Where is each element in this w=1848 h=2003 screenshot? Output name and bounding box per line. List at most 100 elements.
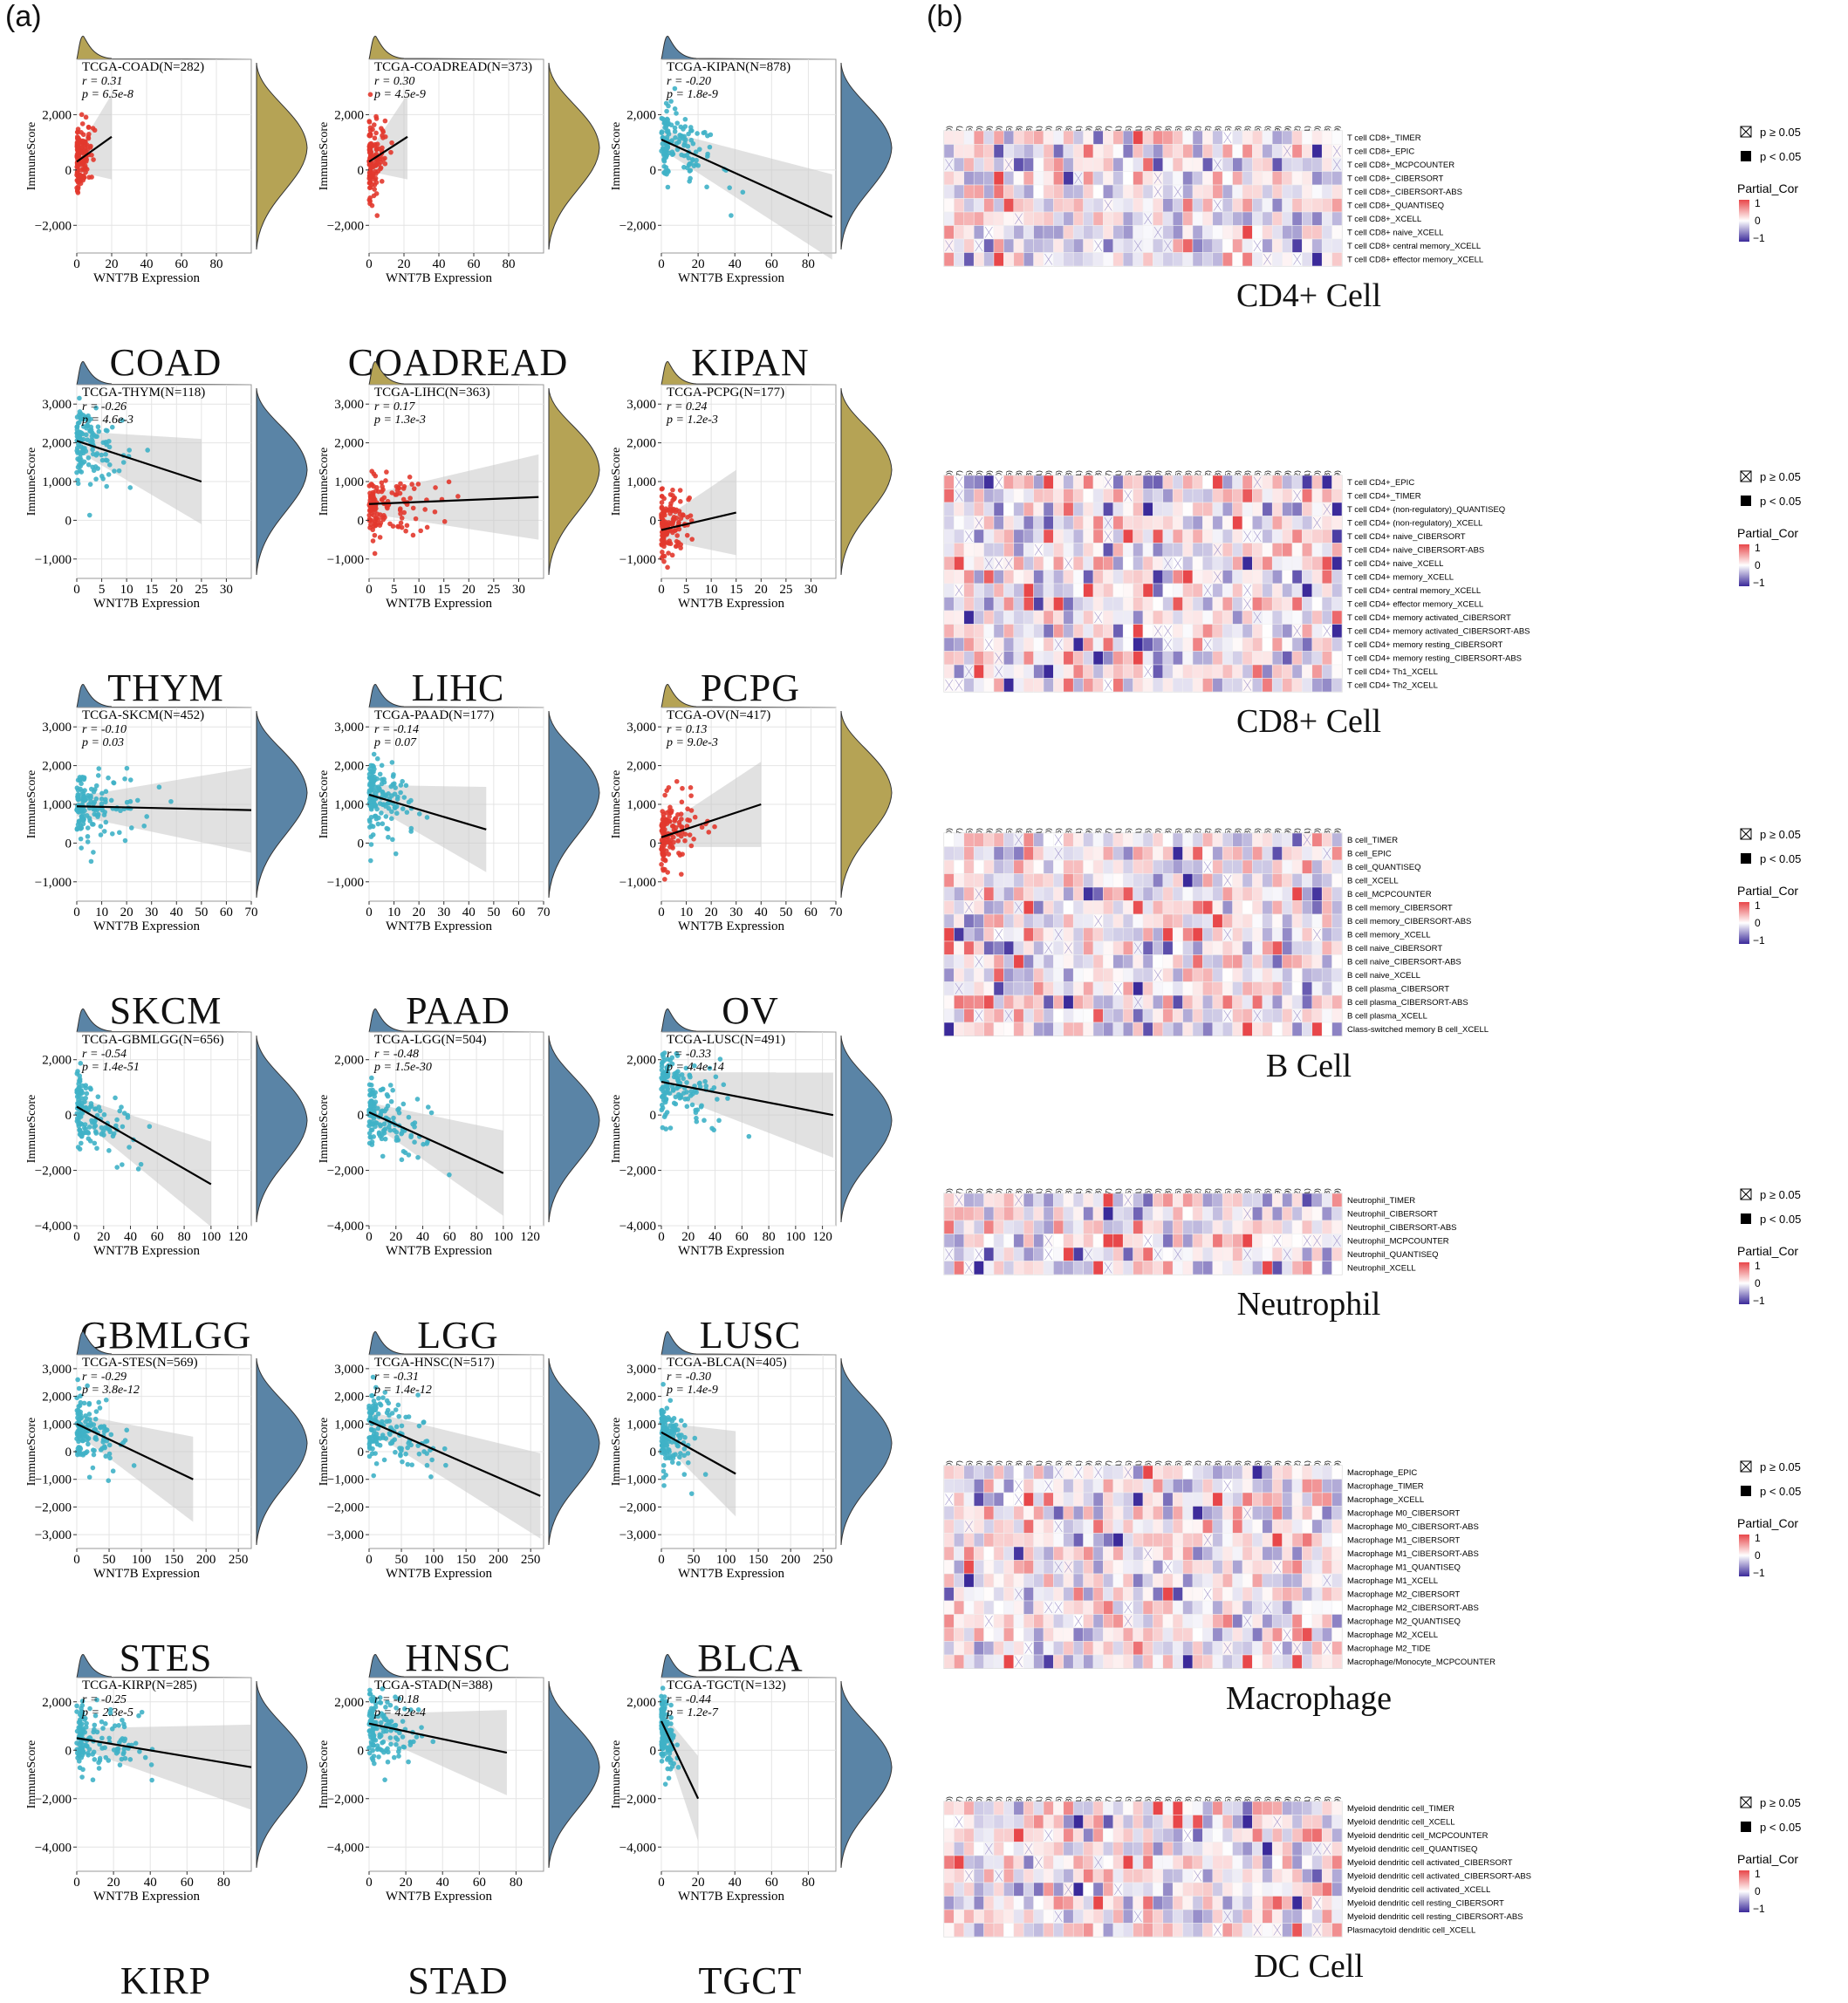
- heatmap-cell: [1123, 475, 1133, 489]
- heatmap-cell: [1014, 874, 1023, 888]
- heatmap-cell: [974, 874, 983, 888]
- heatmap-title: CD4+ Cell: [925, 277, 1693, 315]
- data-point: [379, 810, 384, 816]
- data-point: [106, 1758, 111, 1763]
- data-point: [688, 168, 693, 174]
- data-point: [92, 1118, 97, 1124]
- heatmap-cell: [1103, 847, 1112, 861]
- data-point: [96, 1400, 101, 1405]
- data-point: [143, 1755, 148, 1760]
- heatmap-cell: [954, 941, 963, 955]
- heatmap-cell: [954, 652, 963, 666]
- y-tick-label: 0: [650, 164, 657, 178]
- heatmap-cell: [984, 584, 994, 598]
- data-point: [405, 810, 410, 815]
- heatmap-cell: [1183, 598, 1193, 612]
- heatmap-cell: [1143, 847, 1153, 861]
- y-tick-label: 2,000: [42, 1054, 72, 1068]
- data-point: [367, 1435, 373, 1440]
- data-point: [374, 213, 380, 218]
- heatmap-cell: [1023, 131, 1033, 145]
- heatmap-cell: [1263, 638, 1272, 652]
- heatmap-cell: [1123, 502, 1133, 516]
- heatmap-cell: [1014, 611, 1023, 625]
- heatmap-cell: [1283, 928, 1292, 942]
- heatmap-cell: [1153, 611, 1162, 625]
- data-point: [407, 1152, 412, 1158]
- heatmap-cell: [1202, 847, 1212, 861]
- data-point: [79, 469, 84, 475]
- data-point: [370, 1142, 375, 1147]
- data-point: [411, 506, 416, 511]
- y-tick-label: 2,000: [626, 1054, 656, 1068]
- heatmap-cell: [1202, 185, 1212, 199]
- heatmap-cell: [1153, 489, 1162, 503]
- heatmap-cell: [1193, 611, 1202, 625]
- heatmap-cell: [984, 665, 994, 679]
- heatmap-cell: [1143, 239, 1153, 253]
- data-point: [412, 486, 417, 491]
- data-point: [664, 1405, 669, 1411]
- heatmap-cell: [1193, 239, 1202, 253]
- heatmap-cell: [1213, 253, 1222, 267]
- heatmap-cell: [1242, 901, 1252, 915]
- heatmap-cell: [1044, 679, 1053, 693]
- x-tick-label: 40: [433, 257, 446, 271]
- data-point: [674, 533, 680, 538]
- heatmap-cell: [1193, 860, 1202, 874]
- heatmap-cell: [1292, 833, 1302, 847]
- x-tick-label: 40: [416, 1230, 429, 1244]
- heatmap-cell: [1252, 131, 1262, 145]
- y-tick-label: 1,000: [42, 798, 72, 812]
- heatmap-cell: [1103, 185, 1112, 199]
- heatmap-cell: [1312, 914, 1322, 928]
- heatmap-cell: [964, 941, 974, 955]
- data-point: [111, 1468, 116, 1473]
- heatmap-cell: [1084, 253, 1093, 267]
- heatmap-cell: [1233, 530, 1242, 543]
- data-point: [118, 1762, 123, 1767]
- data-point: [394, 1135, 400, 1140]
- y-tick-label: 2,000: [334, 108, 364, 122]
- x-axis-title: WNT7B Expression: [386, 1244, 493, 1258]
- heatmap-cell: [974, 625, 983, 639]
- data-point: [99, 1736, 105, 1741]
- heatmap-cell: [984, 253, 994, 267]
- heatmap-cell: [1233, 253, 1242, 267]
- data-point: [670, 1460, 675, 1465]
- x-tick-label: 50: [395, 1553, 408, 1567]
- heatmap-cell: [1193, 543, 1202, 557]
- x-tick-label: 60: [468, 257, 481, 271]
- heatmap-cell: [1193, 489, 1202, 503]
- heatmap-cell: [1283, 131, 1292, 145]
- heatmap-cell: [1044, 914, 1053, 928]
- data-point: [92, 1757, 97, 1762]
- heatmap-cell: [1242, 239, 1252, 253]
- data-point: [369, 1076, 374, 1081]
- y-tick-label: −1,000: [35, 553, 72, 567]
- data-point: [368, 494, 373, 499]
- heatmap-cell: [1302, 239, 1311, 253]
- data-point: [95, 451, 100, 456]
- heatmap-cell: [1183, 584, 1193, 598]
- data-point: [380, 179, 385, 184]
- heatmap-cell: [1283, 158, 1292, 172]
- x-tick-label: 20: [97, 1230, 110, 1244]
- y-tick-label: −1,000: [619, 876, 656, 890]
- heatmap-cell: [1073, 516, 1083, 530]
- heatmap-cell: [1123, 914, 1133, 928]
- heatmap-cell: [1073, 847, 1083, 861]
- heatmap-cell: [1073, 914, 1083, 928]
- data-point: [374, 147, 380, 153]
- data-point: [103, 797, 108, 803]
- heatmap-cell: [1222, 145, 1232, 159]
- x-axis-title: WNT7B Expression: [678, 597, 785, 611]
- heatmap-cell: [1143, 199, 1153, 213]
- data-point: [373, 551, 378, 557]
- heatmap-cell: [974, 833, 983, 847]
- heatmap-cell: [1143, 833, 1153, 847]
- data-point: [423, 1439, 428, 1445]
- heatmap-cell: [1272, 145, 1282, 159]
